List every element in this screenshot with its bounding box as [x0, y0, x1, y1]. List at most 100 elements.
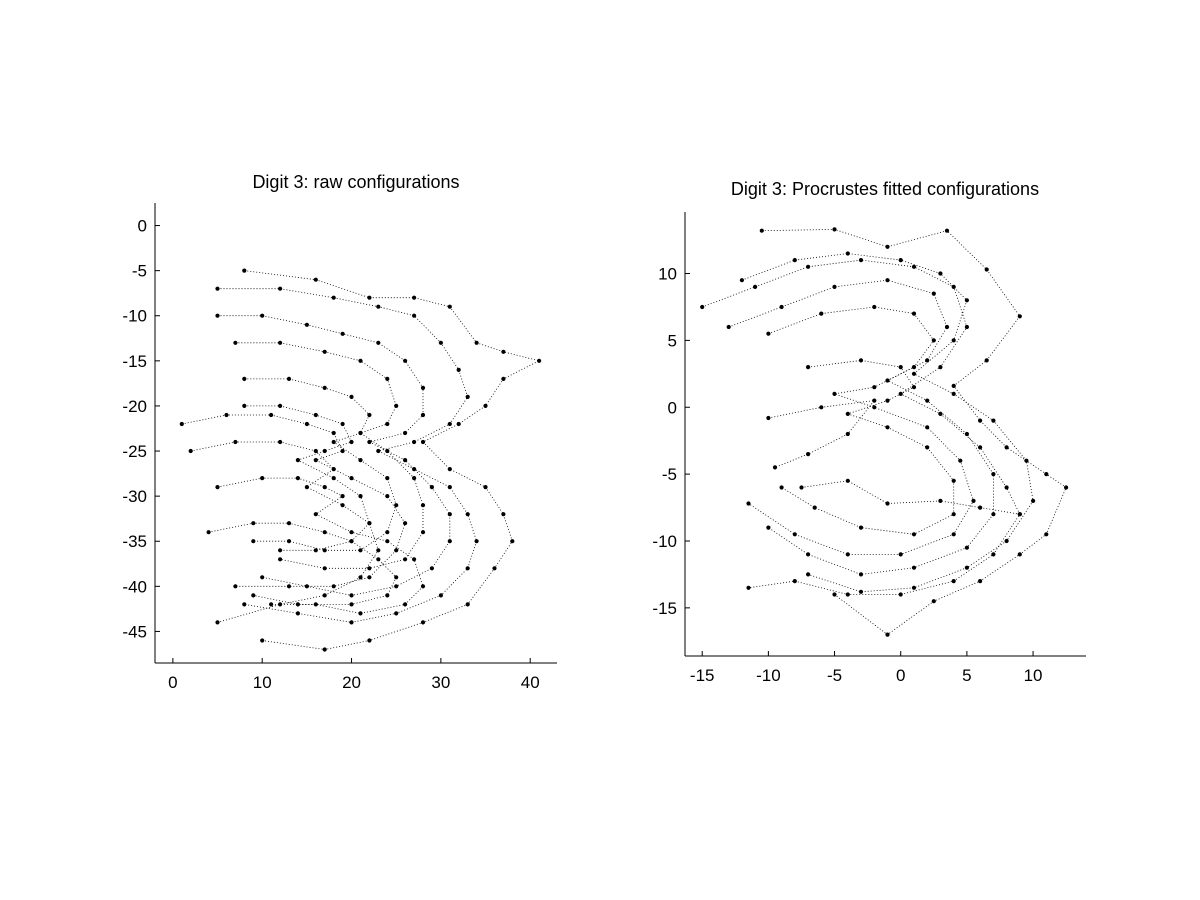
data-point [492, 566, 497, 571]
data-point [322, 349, 327, 354]
data-point [911, 311, 917, 316]
data-point [385, 494, 390, 499]
connection-line [801, 480, 1020, 515]
data-point [331, 476, 336, 481]
data-point [188, 448, 193, 454]
connection-line [728, 279, 994, 575]
data-point [885, 398, 890, 403]
data-point [340, 494, 345, 499]
data-point [951, 532, 956, 537]
data-point [340, 421, 345, 427]
data-point [376, 548, 381, 553]
data-point [951, 512, 956, 517]
data-point [1017, 512, 1022, 517]
y-tick-label: -45 [122, 622, 147, 641]
data-point [991, 552, 996, 557]
data-point [313, 602, 318, 607]
data-point [951, 391, 956, 396]
data-point [746, 501, 751, 506]
x-tick-label: 0 [896, 666, 905, 685]
chart-title: Digit 3: raw configurations [252, 172, 459, 192]
connection-line [768, 400, 876, 468]
connection-line [217, 288, 478, 623]
data-point [845, 592, 850, 597]
data-point [885, 632, 890, 637]
data-point [403, 557, 408, 562]
data-point [832, 284, 837, 289]
data-point [242, 403, 247, 408]
data-point [1004, 538, 1009, 544]
data-point [358, 548, 363, 553]
data-point [215, 313, 220, 318]
data-point [746, 585, 751, 590]
data-point [394, 403, 399, 408]
data-point [447, 304, 452, 309]
data-point [367, 575, 372, 580]
data-point [322, 548, 327, 553]
data-point [465, 512, 470, 517]
data-point [367, 566, 372, 571]
data-point [792, 258, 797, 263]
data-point [286, 376, 292, 381]
x-tick-label: 30 [431, 673, 450, 692]
data-point [367, 439, 372, 445]
data-point [286, 539, 292, 544]
x-tick-label: 40 [521, 673, 540, 692]
data-point [978, 505, 983, 510]
data-point [304, 485, 309, 490]
data-point [304, 584, 309, 589]
data-point [465, 602, 470, 607]
data-point [358, 575, 363, 580]
data-point [331, 430, 336, 436]
data-point [367, 412, 372, 418]
data-point [885, 501, 890, 506]
x-tick-label: -5 [827, 666, 842, 685]
data-point [964, 545, 970, 550]
y-tick-label: 5 [668, 331, 677, 350]
data-point [911, 371, 917, 376]
data-point [349, 593, 354, 598]
data-point [206, 530, 211, 535]
data-point [984, 358, 989, 363]
data-point [483, 403, 488, 408]
data-point [420, 412, 426, 418]
y-tick-label: 10 [658, 265, 677, 284]
data-point [322, 593, 327, 598]
data-point [331, 584, 336, 589]
data-point [313, 277, 318, 282]
raw-configurations-panel: Digit 3: raw configurations 0 10 20 30 40 0 -5… [122, 172, 557, 692]
data-point [376, 340, 381, 345]
connection-line [702, 259, 1021, 595]
data-point [931, 338, 936, 343]
data-point [269, 412, 274, 418]
data-point [483, 485, 488, 490]
data-point [456, 367, 461, 372]
data-point [984, 267, 989, 272]
data-point [964, 324, 970, 330]
data-point [331, 439, 336, 445]
data-point [322, 385, 327, 390]
data-point [779, 304, 784, 310]
data-point [358, 494, 363, 499]
data-point [233, 584, 238, 589]
data-point [991, 418, 996, 423]
data-point [358, 430, 363, 436]
data-point [911, 385, 917, 390]
data-point [278, 548, 283, 553]
data-point [295, 476, 300, 481]
data-point [938, 498, 943, 503]
data-point [858, 589, 864, 594]
data-point [286, 584, 292, 589]
data-point [215, 620, 220, 625]
data-point [792, 579, 797, 584]
data-point [465, 394, 470, 399]
data-point [938, 271, 943, 276]
y-tick-label: 0 [138, 217, 147, 236]
data-point [700, 304, 705, 310]
data-point [420, 584, 426, 589]
data-point [349, 620, 354, 625]
data-point [872, 385, 877, 390]
data-point [858, 525, 864, 530]
x-tick-label: 5 [962, 666, 971, 685]
data-point [832, 592, 837, 597]
